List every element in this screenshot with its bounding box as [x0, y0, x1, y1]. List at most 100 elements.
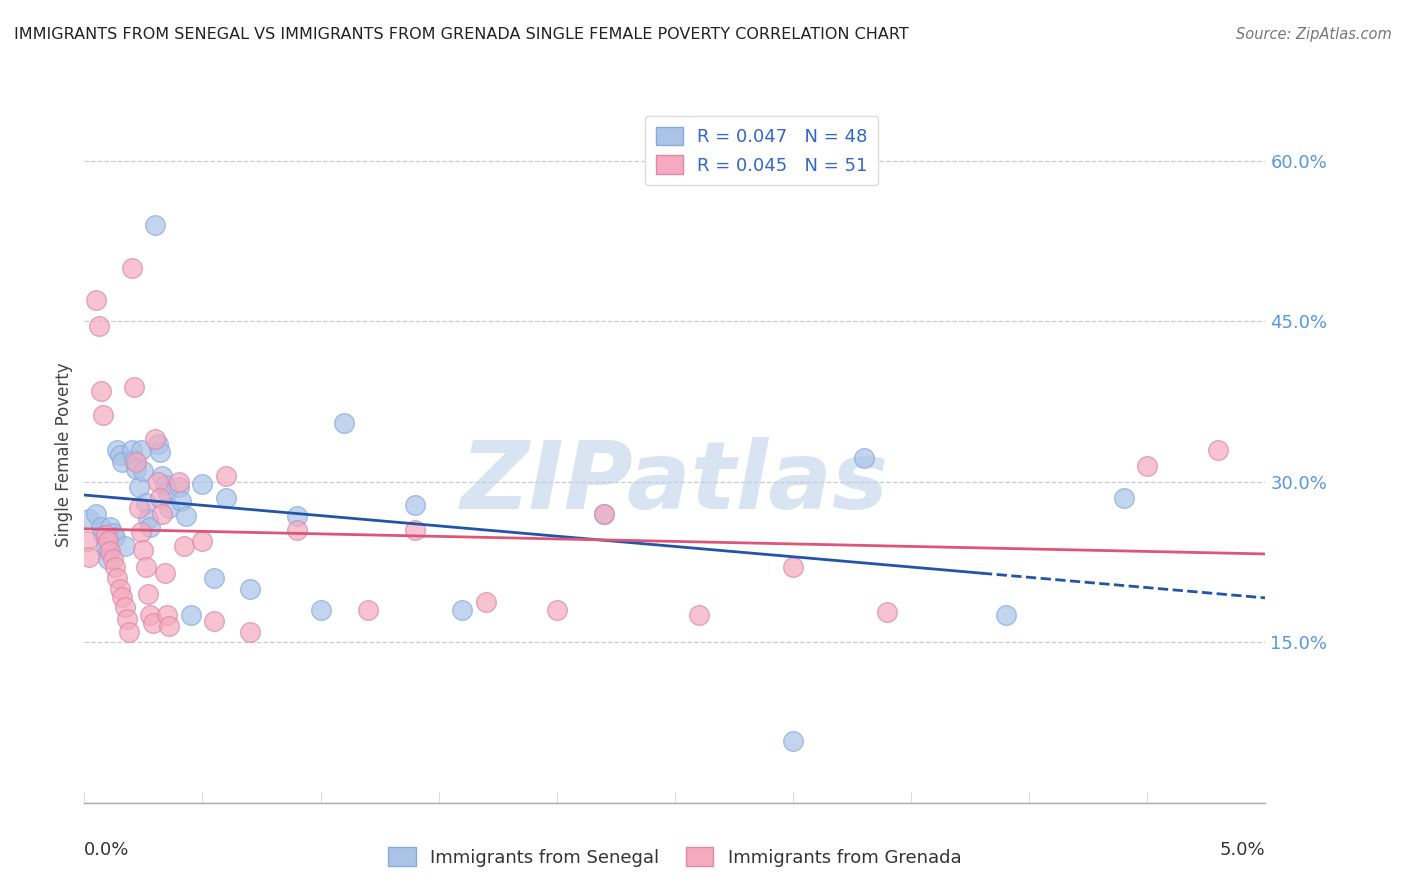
Point: [87, 319, 110, 334]
Point: [357, 603, 380, 617]
Point: [77, 512, 100, 526]
Point: [451, 603, 474, 617]
Point: [156, 608, 179, 623]
Point: [76, 533, 98, 548]
Point: [128, 480, 150, 494]
Point: [125, 462, 148, 476]
Point: [994, 608, 1017, 623]
Point: [111, 455, 134, 469]
Point: [153, 566, 176, 580]
Point: [174, 508, 197, 523]
Point: [97, 551, 120, 566]
Point: [191, 533, 214, 548]
Legend: Immigrants from Senegal, Immigrants from Grenada: Immigrants from Senegal, Immigrants from…: [381, 840, 969, 874]
Point: [132, 464, 155, 478]
Point: [97, 544, 120, 558]
Point: [852, 451, 875, 466]
Point: [91, 528, 114, 542]
Point: [782, 560, 804, 574]
Point: [215, 469, 238, 483]
Point: [129, 524, 152, 539]
Legend: R = 0.047   N = 48, R = 0.045   N = 51: R = 0.047 N = 48, R = 0.045 N = 51: [645, 116, 879, 186]
Point: [108, 582, 131, 596]
Text: Source: ZipAtlas.com: Source: ZipAtlas.com: [1236, 27, 1392, 42]
Point: [90, 519, 112, 533]
Point: [128, 501, 150, 516]
Point: [167, 480, 190, 494]
Point: [239, 582, 262, 596]
Point: [688, 608, 710, 623]
Point: [285, 523, 308, 537]
Point: [593, 507, 616, 521]
Point: [139, 608, 162, 623]
Point: [215, 491, 238, 505]
Point: [156, 485, 179, 500]
Point: [118, 624, 141, 639]
Point: [94, 528, 117, 542]
Point: [90, 384, 112, 398]
Point: [77, 549, 100, 564]
Point: [132, 543, 155, 558]
Point: [107, 571, 129, 585]
Point: [101, 551, 124, 566]
Point: [404, 498, 426, 512]
Point: [129, 442, 152, 457]
Point: [121, 442, 143, 457]
Point: [84, 507, 107, 521]
Point: [1206, 442, 1229, 457]
Point: [239, 624, 262, 639]
Point: [173, 539, 195, 553]
Point: [285, 508, 308, 523]
Text: IMMIGRANTS FROM SENEGAL VS IMMIGRANTS FROM GRENADA SINGLE FEMALE POVERTY CORRELA: IMMIGRANTS FROM SENEGAL VS IMMIGRANTS FR…: [14, 27, 908, 42]
Point: [136, 512, 159, 526]
Point: [146, 475, 169, 489]
Point: [114, 539, 136, 553]
Point: [309, 603, 332, 617]
Point: [98, 544, 121, 558]
Point: [153, 478, 176, 492]
Point: [143, 432, 166, 446]
Point: [122, 453, 145, 467]
Point: [876, 605, 898, 619]
Point: [122, 380, 145, 394]
Point: [167, 475, 190, 489]
Point: [139, 519, 162, 533]
Point: [91, 409, 114, 423]
Point: [142, 615, 165, 630]
Point: [101, 526, 124, 541]
Y-axis label: Single Female Poverty: Single Female Poverty: [55, 363, 73, 547]
Point: [104, 530, 127, 544]
Point: [97, 533, 120, 548]
Text: 5.0%: 5.0%: [1220, 841, 1265, 859]
Point: [136, 587, 159, 601]
Point: [111, 591, 134, 605]
Point: [94, 539, 117, 553]
Point: [143, 218, 166, 232]
Point: [115, 612, 138, 626]
Point: [180, 608, 202, 623]
Point: [1112, 491, 1135, 505]
Point: [84, 293, 107, 307]
Point: [202, 614, 225, 628]
Point: [108, 448, 131, 462]
Point: [546, 603, 568, 617]
Point: [782, 733, 804, 747]
Point: [333, 416, 356, 430]
Point: [593, 507, 616, 521]
Point: [146, 437, 169, 451]
Text: 0.0%: 0.0%: [84, 841, 129, 859]
Point: [114, 599, 136, 614]
Point: [125, 455, 148, 469]
Point: [98, 519, 121, 533]
Point: [121, 260, 143, 275]
Point: [475, 594, 498, 608]
Point: [170, 494, 193, 508]
Point: [150, 507, 173, 521]
Point: [1136, 458, 1159, 473]
Point: [150, 469, 173, 483]
Point: [135, 560, 157, 574]
Point: [404, 523, 426, 537]
Point: [149, 491, 172, 505]
Point: [202, 571, 225, 585]
Text: ZIPatlas: ZIPatlas: [461, 437, 889, 529]
